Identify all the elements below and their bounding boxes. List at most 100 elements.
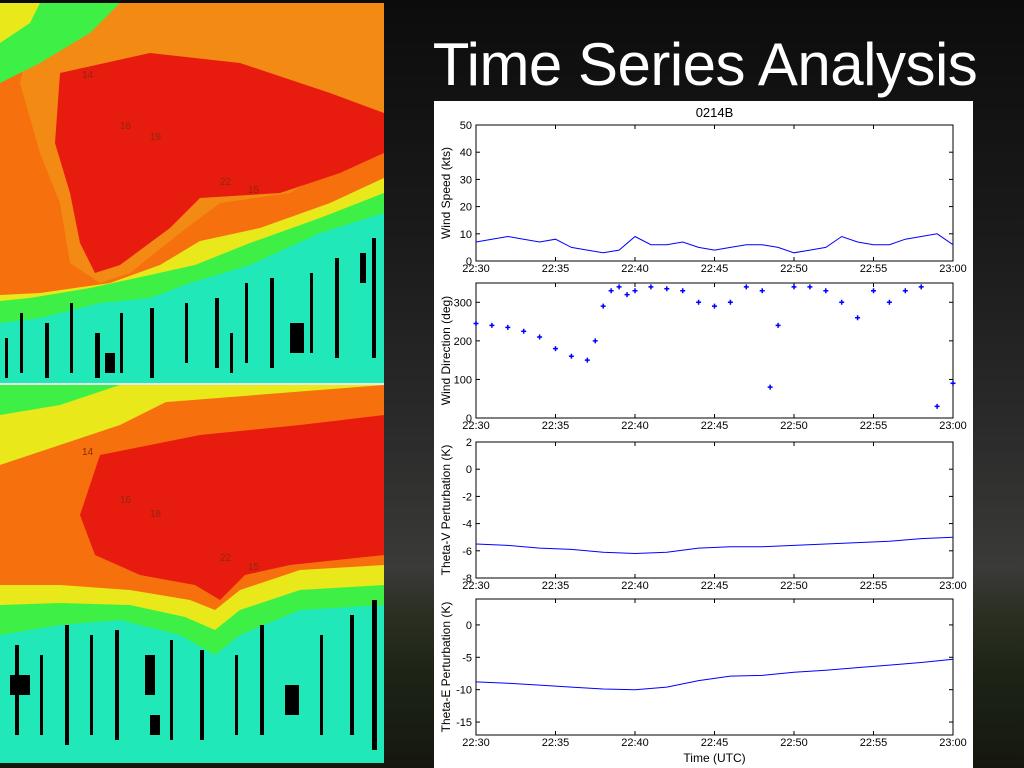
series-line	[475, 233, 954, 254]
x-tick-label: 22:55	[860, 263, 888, 275]
y-axis-label: Wind Direction (deg)	[439, 296, 453, 405]
radar-label-14: 14	[82, 447, 94, 458]
y-tick-label: -8	[462, 573, 472, 585]
chart-title: 0214B	[696, 105, 734, 120]
x-tick-label: 22:40	[621, 420, 649, 432]
data-point	[902, 288, 908, 294]
y-tick-label: 10	[460, 229, 472, 241]
data-point	[727, 299, 733, 305]
y-tick-label: -6	[462, 546, 472, 558]
x-tick-label: 22:35	[542, 263, 570, 275]
panel-frame	[475, 598, 954, 736]
x-tick-label: 22:40	[621, 580, 649, 592]
radar-divider	[0, 383, 384, 386]
x-tick-label: 22:35	[542, 420, 570, 432]
data-point	[823, 288, 829, 294]
x-tick-label: 22:40	[621, 737, 649, 749]
radar-label-15: 15	[248, 562, 260, 573]
x-tick-label: 22:55	[860, 580, 888, 592]
y-tick-label: 40	[460, 147, 472, 159]
data-point	[664, 286, 670, 292]
y-tick-label: 0	[466, 620, 472, 632]
data-point	[759, 288, 765, 294]
x-tick-label: 23:00	[939, 580, 967, 592]
panel-frame	[475, 282, 954, 419]
y-tick-label: -15	[456, 717, 472, 729]
radar-label-22: 22	[220, 553, 232, 564]
data-point	[473, 321, 479, 326]
x-axis-label: Time (UTC)	[683, 751, 745, 765]
data-point	[632, 288, 638, 294]
y-tick-label: -2	[462, 491, 472, 503]
y-tick-label: 0	[466, 413, 472, 425]
series-line	[475, 536, 954, 555]
data-point	[600, 303, 606, 309]
y-tick-label: 50	[460, 120, 472, 132]
data-point	[807, 284, 813, 290]
data-point	[767, 384, 773, 390]
series-line	[475, 658, 954, 691]
radar-label-15: 15	[248, 185, 260, 196]
panel-frame	[475, 441, 954, 579]
x-tick-label: 22:55	[860, 737, 888, 749]
data-point	[855, 315, 861, 321]
y-tick-label: 0	[466, 256, 472, 268]
data-point	[950, 380, 956, 386]
data-point	[680, 288, 686, 294]
y-axis-label: Theta-E Perturbation (K)	[439, 602, 453, 733]
radar-image-bottom: 14 16 18 22 15	[0, 385, 384, 763]
data-point	[592, 338, 598, 344]
y-tick-label: -10	[456, 685, 472, 697]
data-point	[918, 284, 924, 290]
time-series-chart: 0214B 0 10 20 30 40 50 22:30 22:35 22:40 22:45 22:5…	[434, 101, 973, 768]
data-point	[712, 303, 717, 309]
y-tick-label: 20	[460, 202, 472, 214]
y-tick-label: -5	[462, 652, 472, 664]
data-point	[775, 322, 781, 328]
y-tick-label: -4	[462, 519, 472, 531]
data-point	[934, 403, 940, 409]
x-tick-label: 22:30	[462, 737, 490, 749]
radar-label-22: 22	[220, 177, 232, 188]
data-point	[648, 284, 654, 290]
data-point	[839, 299, 845, 305]
data-point	[608, 288, 614, 294]
radar-image-top: 14 16 19 22 15	[0, 3, 384, 384]
x-tick-label: 22:35	[542, 737, 570, 749]
x-tick-label: 22:50	[780, 580, 808, 592]
data-point	[553, 346, 558, 352]
y-tick-label: 0	[466, 464, 472, 476]
data-point	[537, 334, 543, 340]
x-tick-label: 23:00	[939, 420, 967, 432]
data-point	[584, 357, 590, 363]
x-tick-label: 22:30	[462, 263, 490, 275]
y-tick-label: 2	[466, 437, 472, 449]
slide-title: Time Series Analysis	[432, 31, 978, 98]
x-tick-label: 22:45	[701, 263, 729, 275]
x-tick-label: 23:00	[939, 263, 967, 275]
x-tick-label: 22:35	[542, 580, 570, 592]
y-axis-label: Wind Speed (kts)	[439, 147, 453, 239]
data-point	[696, 299, 702, 305]
data-point	[521, 328, 527, 334]
x-tick-label: 22:45	[701, 580, 729, 592]
data-point	[624, 292, 630, 298]
x-tick-label: 23:00	[939, 737, 967, 749]
y-tick-label: 100	[454, 374, 472, 386]
x-tick-label: 22:45	[701, 737, 729, 749]
x-tick-label: 22:45	[701, 420, 729, 432]
radar-label-14: 14	[82, 70, 94, 81]
y-axis-label: Theta-V Perturbation (K)	[439, 445, 453, 576]
data-point	[871, 288, 876, 294]
x-tick-label: 22:50	[780, 263, 808, 275]
radar-label-18: 18	[150, 509, 162, 520]
x-tick-label: 22:40	[621, 263, 649, 275]
data-point	[886, 299, 892, 305]
data-point	[505, 324, 511, 330]
data-point	[616, 284, 622, 290]
data-point	[743, 284, 749, 290]
y-tick-label: 200	[454, 336, 472, 348]
radar-label-19: 19	[150, 132, 162, 143]
x-tick-label: 22:30	[462, 420, 490, 432]
